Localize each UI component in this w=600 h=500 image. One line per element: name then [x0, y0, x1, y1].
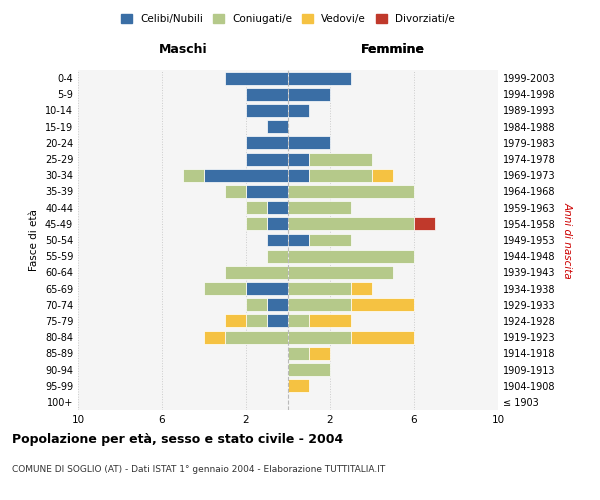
Bar	[288, 218, 414, 230]
Y-axis label: Anni di nascita: Anni di nascita	[562, 202, 572, 278]
Bar	[225, 266, 288, 279]
Bar	[225, 72, 288, 85]
Bar	[309, 169, 372, 181]
Bar	[225, 314, 246, 328]
Bar	[267, 250, 288, 262]
Bar	[204, 330, 225, 344]
Bar	[288, 185, 414, 198]
Bar	[267, 234, 288, 246]
Bar	[288, 330, 351, 344]
Bar	[288, 250, 414, 262]
Bar	[288, 379, 309, 392]
Bar	[351, 330, 414, 344]
Bar	[225, 185, 246, 198]
Bar	[246, 88, 288, 101]
Bar	[288, 152, 309, 166]
Bar	[267, 120, 288, 133]
Bar	[309, 234, 351, 246]
Bar	[288, 88, 330, 101]
Bar	[246, 298, 267, 311]
Text: Maschi: Maschi	[158, 44, 208, 57]
Bar	[246, 201, 267, 214]
Bar	[288, 298, 351, 311]
Bar	[204, 282, 246, 295]
Bar	[246, 152, 288, 166]
Bar	[267, 201, 288, 214]
Bar	[288, 347, 309, 360]
Bar	[267, 314, 288, 328]
Bar	[288, 282, 351, 295]
Bar	[288, 104, 309, 117]
Text: Femmine: Femmine	[361, 44, 425, 57]
Bar	[246, 104, 288, 117]
Bar	[309, 152, 372, 166]
Bar	[288, 234, 309, 246]
Bar	[309, 347, 330, 360]
Bar	[225, 330, 288, 344]
Bar	[288, 266, 393, 279]
Text: COMUNE DI SOGLIO (AT) - Dati ISTAT 1° gennaio 2004 - Elaborazione TUTTITALIA.IT: COMUNE DI SOGLIO (AT) - Dati ISTAT 1° ge…	[12, 466, 385, 474]
Bar	[246, 218, 267, 230]
Text: Femmine: Femmine	[361, 44, 425, 57]
Bar	[288, 136, 330, 149]
Bar	[246, 185, 288, 198]
Bar	[309, 314, 351, 328]
Legend: Celibi/Nubili, Coniugati/e, Vedovi/e, Divorziati/e: Celibi/Nubili, Coniugati/e, Vedovi/e, Di…	[117, 10, 459, 29]
Bar	[267, 298, 288, 311]
Bar	[246, 136, 288, 149]
Bar	[414, 218, 435, 230]
Bar	[246, 314, 267, 328]
Bar	[351, 282, 372, 295]
Text: Popolazione per età, sesso e stato civile - 2004: Popolazione per età, sesso e stato civil…	[12, 432, 343, 446]
Bar	[246, 282, 288, 295]
Bar	[288, 201, 351, 214]
Bar	[183, 169, 204, 181]
Bar	[372, 169, 393, 181]
Bar	[351, 298, 414, 311]
Bar	[288, 363, 330, 376]
Bar	[288, 72, 351, 85]
Bar	[204, 169, 288, 181]
Y-axis label: Fasce di età: Fasce di età	[29, 209, 39, 271]
Bar	[267, 218, 288, 230]
Bar	[288, 169, 309, 181]
Bar	[288, 314, 309, 328]
